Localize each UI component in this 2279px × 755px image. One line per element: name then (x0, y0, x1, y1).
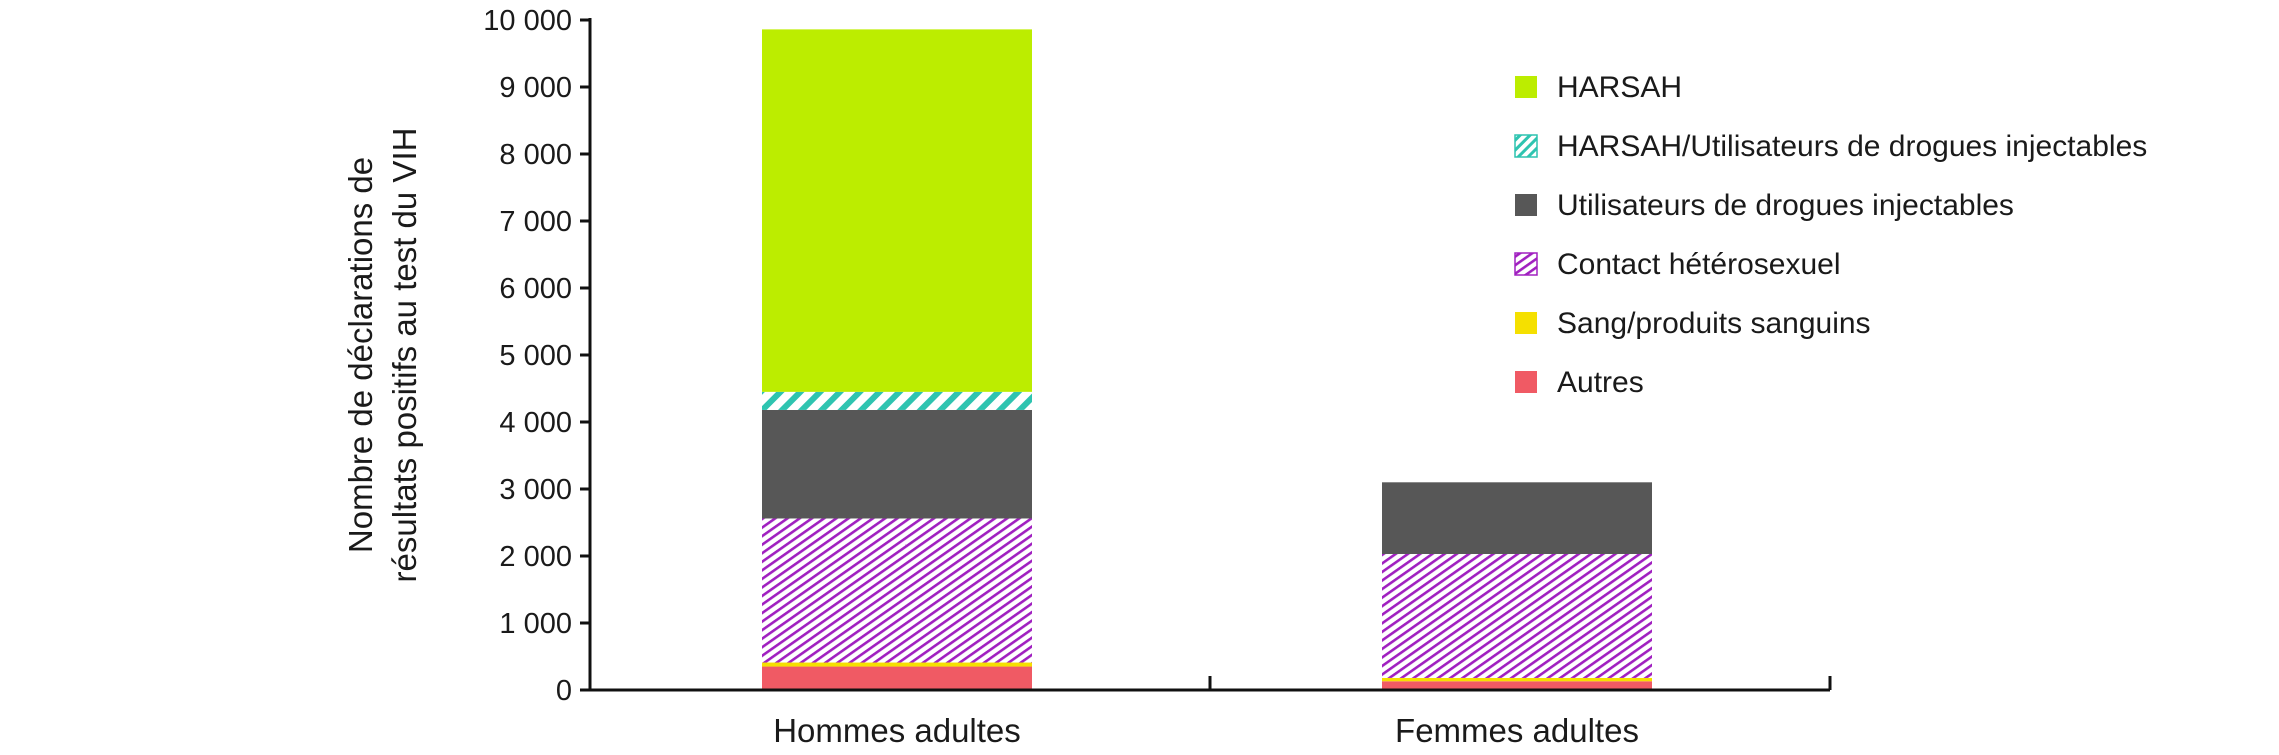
bar-femmes-adultes-contact-heterosexuel (1382, 553, 1652, 678)
bar-hommes-adultes-harsah-utilisateurs-de-drogues-injectables (762, 391, 1032, 410)
bar-hommes-adultes-utilisateurs-de-drogues-injectables (762, 409, 1032, 519)
y-tick-label: 4 000 (499, 407, 572, 439)
y-axis-title: Nombre de déclarations de résultats posit… (342, 128, 423, 583)
bar-hommes-adultes-autres (762, 666, 1032, 690)
y-tick-label: 2 000 (499, 541, 572, 573)
axes: 0 1 000 2 000 3 000 4 000 5 000 6 000 7 000 8 00… (483, 5, 1832, 749)
bar-hommes-adultes-contact-heterosexuel (762, 518, 1032, 663)
legend-label-harsah-utilisateurs-de-drogues-injectables: HARSAH/Utilisateurs de drogues injectabl… (1557, 130, 2147, 163)
legend-label-sang-produits-sanguins: Sang/produits sanguins (1557, 307, 1871, 340)
y-tick-label: 10 000 (483, 5, 572, 37)
y-tick-label: 3 000 (499, 474, 572, 506)
y-tick-label: 7 000 (499, 206, 572, 238)
bar-femmes-adultes-sang-produits-sanguins (1382, 677, 1652, 682)
y-tick-label: 0 (556, 675, 572, 707)
legend-label-contact-heterosexuel: Contact hétérosexuel (1557, 248, 1841, 281)
legend-swatch-sang-produits-sanguins (1515, 312, 1537, 334)
y-tick-label: 5 000 (499, 340, 572, 372)
legend-label-utilisateurs-de-drogues-injectables: Utilisateurs de drogues injectables (1557, 189, 2014, 222)
legend-swatch-autres (1515, 371, 1537, 393)
y-axis-title-line: Nombre de déclarations de (342, 157, 379, 553)
bar-hommes-adultes-sang-produits-sanguins (762, 662, 1032, 667)
legend-swatch-harsah-utilisateurs-de-drogues-injectables (1514, 134, 1538, 158)
bar-hommes-adultes-harsah (762, 29, 1032, 392)
bar-femmes-adultes-autres (1382, 681, 1652, 690)
legend: HARSAH HARSAH/Utilisateurs de drogues inj… (1514, 71, 2147, 399)
bar-stacks (762, 29, 1652, 690)
x-category-label: Hommes adultes (773, 712, 1021, 749)
legend-label-harsah: HARSAH (1557, 71, 1682, 104)
y-tick-label: 6 000 (499, 273, 572, 305)
legend-label-autres: Autres (1557, 366, 1644, 399)
y-tick-label: 9 000 (499, 72, 572, 104)
y-tick-label: 8 000 (499, 139, 572, 171)
legend-swatch-utilisateurs-de-drogues-injectables (1515, 194, 1537, 216)
y-axis-title-text: Nombre de déclarations de résultats posit… (342, 128, 423, 583)
y-axis-title-line: résultats positifs au test du VIH (386, 128, 423, 583)
x-category-label: Femmes adultes (1395, 712, 1639, 749)
legend-swatch-harsah (1515, 76, 1537, 98)
legend-swatch-contact-heterosexuel (1514, 252, 1538, 276)
bar-femmes-adultes-utilisateurs-de-drogues-injectables (1382, 482, 1652, 554)
y-tick-label: 1 000 (499, 608, 572, 640)
